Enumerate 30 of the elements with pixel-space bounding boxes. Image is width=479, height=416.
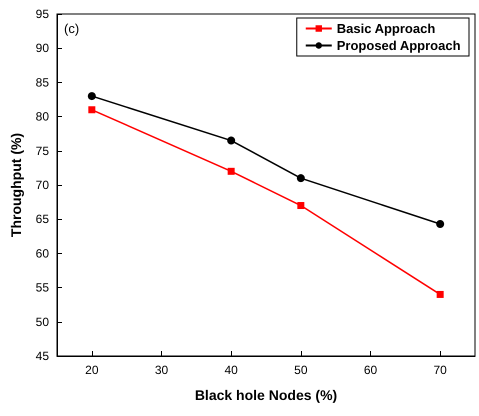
x-tick-label: 20 [85, 363, 99, 377]
x-tick-label: 50 [294, 363, 308, 377]
y-tick-label: 75 [36, 144, 50, 158]
y-tick-label: 80 [36, 110, 50, 124]
legend-label: Proposed Approach [336, 38, 461, 53]
point [436, 290, 444, 298]
point [227, 136, 236, 145]
annotation: (c) [64, 21, 80, 36]
point [228, 168, 235, 175]
x-tick-label: 40 [224, 363, 238, 377]
y-tick-label: 60 [36, 246, 50, 260]
x-tick-label: 70 [433, 363, 448, 377]
y-axis-title: Throughput (%) [8, 132, 24, 238]
point [88, 92, 96, 100]
y-tick-label: 70 [36, 178, 50, 192]
point [436, 220, 444, 228]
x-tick-label: 60 [364, 363, 378, 377]
x-tick-label: 30 [154, 363, 168, 377]
y-tick-label: 65 [36, 212, 50, 226]
point [297, 202, 304, 210]
legend-label: Basic Approach [336, 21, 436, 36]
x-axis-title: Black hole Nodes (%) [194, 387, 338, 403]
point [296, 174, 305, 182]
point [88, 106, 96, 114]
y-tick-label: 95 [36, 7, 50, 21]
y-tick-label: 55 [36, 280, 50, 295]
y-tick-label: 85 [36, 75, 50, 90]
y-tick-label: 90 [36, 41, 50, 56]
y-tick-label: 45 [36, 349, 50, 363]
y-tick-label: 50 [36, 314, 50, 329]
